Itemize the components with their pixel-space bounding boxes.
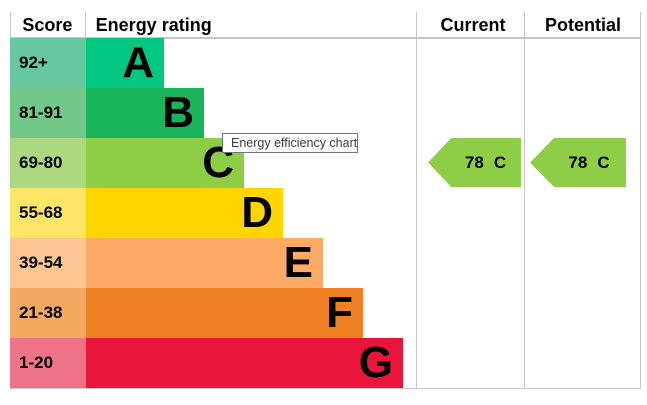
band-letter-d: D [241,188,273,237]
band-bar-a: A [86,38,164,88]
band-bar-g: G [86,338,403,388]
potential-rating-arrow: 78 C [530,138,626,187]
potential-rating-letter: C [597,152,610,172]
header-underline [10,37,640,39]
score-range-d: 55-68 [10,188,86,238]
band-row-b: 81-91 B [10,88,640,138]
score-range-a: 92+ [10,38,86,88]
score-column-header: Score [22,15,73,35]
energy-rating-column-header: Energy rating [95,15,212,35]
energy-bands: 92+ A 81-91 B 69-80 C 55-68 D 39-54 E 21… [10,38,640,388]
current-rating-value: 78 [464,152,484,172]
table-header-row: Score Energy rating Current Potential [10,12,640,38]
potential-column-divider [524,12,525,389]
band-letter-e: E [283,238,313,287]
band-row-c: 69-80 C [10,138,640,188]
band-bar-f: F [86,288,363,338]
band-bar-e: E [86,238,323,288]
potential-rating-value: 78 [568,152,588,172]
score-range-e: 39-54 [10,238,86,288]
current-column-header: Current [440,15,506,35]
band-row-d: 55-68 D [10,188,640,238]
band-bar-c: C [86,138,244,188]
band-letter-g: G [358,338,393,387]
current-rating-arrow: 78 C [428,138,521,187]
band-letter-b: B [162,88,194,137]
score-range-f: 21-38 [10,288,86,338]
band-letter-a: A [122,38,154,87]
current-rating-letter: C [493,152,507,172]
score-range-b: 81-91 [10,88,86,138]
potential-column-header: Potential [544,15,621,35]
band-row-e: 39-54 E [10,238,640,288]
table-bottom-border [10,388,640,389]
current-column-divider [416,12,417,389]
tooltip: Energy efficiency chart [222,133,358,153]
band-row-f: 21-38 F [10,288,640,338]
band-row-a: 92+ A [10,38,640,88]
table-right-border [640,12,641,389]
band-bar-b: B [86,88,204,138]
band-letter-f: F [326,288,353,337]
band-row-g: 1-20 G [10,338,640,388]
score-rating-divider [85,12,86,38]
header-left-border [10,12,11,38]
score-range-g: 1-20 [10,338,86,388]
band-bar-d: D [86,188,283,238]
score-range-c: 69-80 [10,138,86,188]
